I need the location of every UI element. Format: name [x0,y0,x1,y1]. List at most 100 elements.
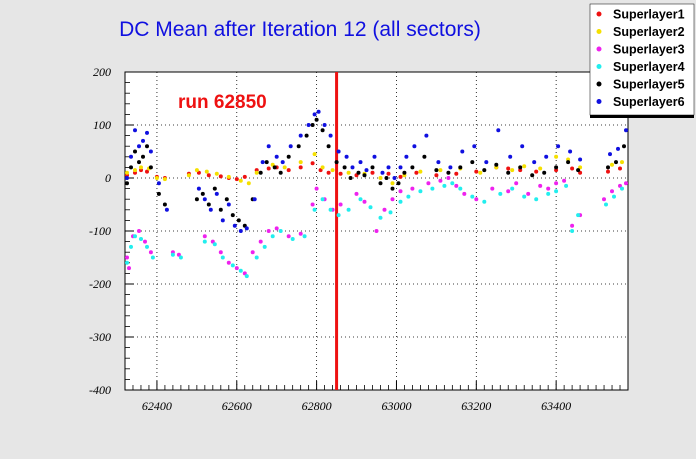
data-point [226,174,231,179]
data-point [298,165,303,170]
data-point [436,160,441,165]
data-point [398,165,403,170]
data-point [618,166,622,171]
data-point [396,181,401,186]
data-point [368,205,373,210]
data-point [214,171,219,176]
data-point [484,160,489,165]
data-point [178,255,183,260]
data-point [624,128,628,133]
data-point [370,170,375,175]
data-point [378,181,383,186]
data-point [224,197,229,202]
data-point [298,231,303,236]
data-point [145,244,149,249]
data-point [410,165,415,170]
data-point [154,176,159,180]
data-point [358,160,363,165]
data-point [137,144,141,149]
data-point [562,178,567,183]
data-point [534,197,539,202]
data-point [194,197,199,202]
data-point [250,250,255,255]
data-point [316,109,321,114]
data-point [532,160,537,165]
data-point [234,177,239,182]
data-point [162,177,167,182]
data-point [310,202,315,207]
legend-label: Superlayer1 [613,8,685,22]
data-point [482,168,487,173]
data-point [506,189,511,194]
data-point [450,181,455,186]
data-point [386,171,391,176]
data-point [133,149,137,154]
data-point [344,154,349,159]
data-point [330,168,335,173]
data-point [286,154,291,159]
data-point [234,266,239,271]
data-point [418,189,423,194]
data-point [238,268,243,273]
data-point [382,207,387,212]
data-point [328,133,333,138]
data-point [320,128,325,133]
data-point [145,144,149,149]
x-tick-label: 62800 [302,399,332,413]
data-point [170,252,175,257]
data-point [438,168,443,173]
data-point [148,250,153,255]
data-point [414,170,419,175]
data-point [498,191,503,196]
data-point [610,162,614,167]
data-point [358,197,363,202]
data-point [570,229,575,233]
data-point [606,165,610,170]
data-point [526,191,531,196]
data-points [125,109,628,279]
data-point [566,160,571,165]
series-superlayer2 [125,152,624,186]
data-point [458,186,463,191]
data-point [200,191,205,196]
data-point [616,146,620,151]
data-point [446,170,451,175]
data-point [266,166,271,171]
x-tick-label: 63200 [461,399,491,413]
legend-marker [596,11,602,17]
data-point [125,181,129,186]
data-point [244,226,249,231]
y-tick-label: -300 [89,330,111,344]
data-point [510,168,515,173]
data-point [442,183,447,188]
data-point [230,213,235,218]
data-point [262,244,267,249]
data-point [145,130,149,135]
data-point [338,202,343,207]
data-point [194,168,199,173]
data-point [218,174,223,179]
data-point [312,152,317,157]
data-point [266,144,271,149]
data-point [125,255,129,260]
data-point [286,234,291,239]
x-tick-label: 62600 [222,399,252,413]
data-point [418,169,423,174]
data-point [302,234,307,239]
data-point [348,176,353,180]
data-point [145,169,149,174]
data-point [602,197,606,202]
data-point [392,176,397,180]
data-point [624,181,628,186]
data-point [314,186,319,191]
data-point [238,229,243,233]
data-point [620,160,624,165]
data-point [608,152,612,157]
data-point [288,144,293,149]
data-point [474,169,479,174]
data-point [214,191,219,196]
x-tick-label: 63000 [381,399,411,413]
data-point [422,154,427,159]
data-point [370,165,375,170]
